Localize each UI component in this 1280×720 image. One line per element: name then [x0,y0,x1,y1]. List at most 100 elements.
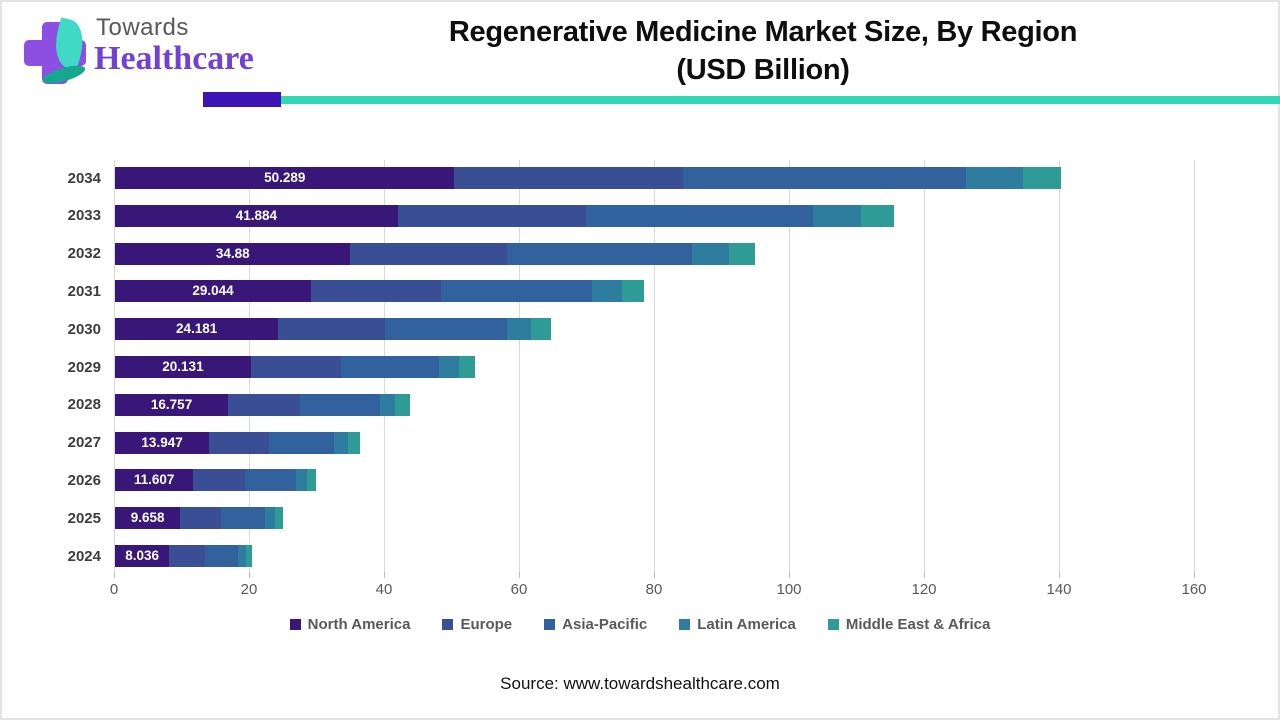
bar-segment-north-america: 20.131 [115,356,251,378]
bar-segment-asia-pacific [586,204,814,227]
bar-segment-asia-pacific [269,431,334,454]
logo-text-healthcare: Healthcare [94,40,254,77]
legend-item-asia-pacific: Asia-Pacific [544,616,647,633]
bar-segment-north-america: 24.181 [115,318,279,341]
y-axis-year-label: 2029 [67,358,101,376]
stacked-bar: 11.607 [115,469,317,492]
axis-tick [654,572,655,578]
bar-value-label: 50.289 [264,170,306,185]
bar-segment-europe [454,167,683,189]
bar-segment-middle-east-africa [348,431,360,454]
legend-swatch-latin-america [679,619,691,630]
y-axis-year-label: 2034 [67,169,101,187]
axis-tick [1194,572,1195,578]
stacked-bar: 50.289 [115,167,1061,189]
y-axis-year-label: 2031 [67,282,101,300]
bar-value-label: 29.044 [192,283,234,299]
bar-segment-middle-east-africa [458,356,475,378]
legend-item-middle-east-africa: Middle East & Africa [827,616,991,633]
bar-segment-north-america: 16.757 [115,393,229,416]
bar-segment-north-america: 41.884 [115,204,398,227]
bar-segment-north-america: 34.88 [115,242,351,265]
y-axis-year-label: 2027 [67,434,101,452]
stacked-bar: 16.757 [115,393,410,416]
bar-value-label: 24.181 [175,321,218,337]
legend-item-latin-america: Latin America [679,616,796,633]
axis-tick [519,572,520,578]
bar-segment-europe [180,507,222,530]
legend-item-north-america: North America [289,616,410,633]
bar-segment-asia-pacific [300,393,380,416]
y-axis-year-label: 2030 [67,320,101,338]
y-axis-year-label: 2024 [67,547,101,565]
chart-row-2029: 2029 20.131 [0,356,475,378]
bar-segment-europe [169,545,205,567]
bar-segment-europe [397,204,587,227]
bar-segment-asia-pacific [341,356,440,378]
gridline [1194,160,1195,572]
gridline [519,160,520,572]
chart-title-line2: (USD Billion) [676,53,850,86]
stacked-bar: 29.044 [115,280,644,303]
y-axis-year-label: 2033 [67,207,101,225]
legend-swatch-north-america [289,619,301,630]
chart-row-2030: 2030 24.181 [0,318,551,341]
bar-segment-europe [250,356,342,378]
bar-segment-europe [350,242,508,265]
stacked-bar: 20.131 [115,356,475,378]
bar-value-label: 20.131 [162,359,204,374]
legend-item-europe: Europe [442,616,512,633]
chart-legend: North America Europe Asia-Pacific Latin … [0,616,1280,633]
chart-row-2032: 2032 34.88 [0,242,755,265]
chart-row-2025: 2025 9.658 [0,507,283,530]
gridline [654,160,655,572]
y-axis-year-label: 2025 [67,509,101,527]
bar-segment-north-america: 8.036 [115,545,170,567]
bar-value-label: 41.884 [235,207,277,223]
stacked-bar: 13.947 [115,431,360,454]
legend-swatch-middle-east-africa [827,619,839,630]
chart-row-2027: 2027 13.947 [0,431,360,454]
bar-segment-middle-east-africa [246,545,253,567]
gridline [1059,160,1060,572]
bar-value-label: 16.757 [150,396,193,412]
bar-segment-latin-america [813,204,861,227]
legend-label: Latin America [697,616,796,633]
x-axis-tick-label: 140 [1046,581,1072,598]
chart-row-2026: 2026 11.607 [0,469,317,492]
axis-tick [114,572,115,578]
bar-segment-latin-america [379,393,396,416]
x-axis-tick-label: 160 [1181,581,1207,598]
y-axis-year-label: 2026 [67,471,101,489]
axis-tick [249,572,250,578]
x-axis-tick-label: 60 [510,581,528,598]
bar-segment-north-america: 11.607 [115,469,194,492]
chart-row-2033: 2033 41.884 [0,204,895,227]
bar-value-label: 13.947 [141,434,183,450]
bar-value-label: 9.658 [130,510,165,526]
bar-segment-asia-pacific [205,545,239,567]
y-axis-year-label: 2028 [67,396,101,414]
x-axis-tick-label: 20 [240,581,258,598]
x-axis-tick-label: 80 [645,581,663,598]
axis-tick [924,572,925,578]
bar-value-label: 8.036 [125,548,160,563]
bar-segment-europe [278,318,385,341]
axis-tick [1059,572,1060,578]
legend-label: Middle East & Africa [845,616,991,633]
header-divider-line [281,96,1280,104]
bar-segment-latin-america [295,469,308,492]
stacked-bar: 8.036 [115,545,253,567]
bar-segment-middle-east-africa [1022,167,1061,189]
bar-value-label: 11.607 [133,472,175,488]
bar-segment-middle-east-africa [729,242,755,265]
bar-segment-latin-america [507,318,532,341]
gridline [114,160,115,572]
source-text: Source: www.towardshealthcare.com [500,674,780,693]
gridline [789,160,790,572]
bar-segment-europe [311,280,442,303]
legend-swatch-asia-pacific [544,619,556,630]
bar-segment-latin-america [265,507,276,530]
bar-segment-middle-east-africa [275,507,283,530]
legend-swatch-europe [442,619,454,630]
